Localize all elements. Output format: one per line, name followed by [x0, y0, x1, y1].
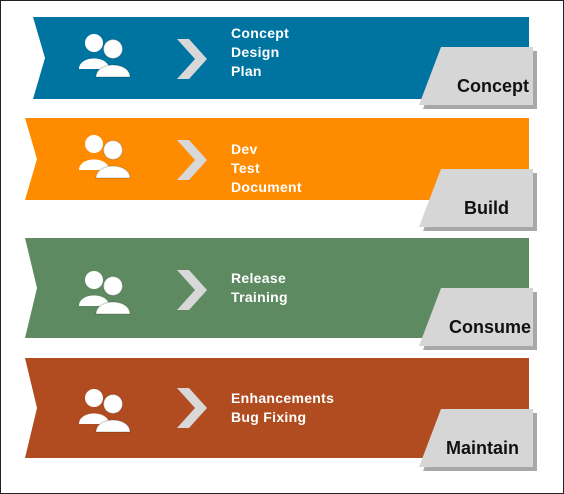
band-shape — [25, 118, 529, 200]
stage-item: Design — [231, 44, 280, 60]
stage-band-consume: Release Training — [25, 238, 529, 338]
stage-items: Release Training — [231, 269, 288, 307]
chevron-right-icon — [175, 386, 209, 430]
stage-band-concept: Concept Design Plan — [25, 17, 529, 99]
stage-tag-build: Build — [419, 169, 537, 231]
stage-item: Plan — [231, 63, 262, 79]
people-icon — [79, 132, 131, 182]
people-icon — [79, 386, 131, 436]
chevron-right-icon — [175, 37, 209, 81]
stage-tag-label: Consume — [448, 317, 531, 337]
stage-tag-label: Concept — [457, 76, 529, 96]
stage-items: Enhancements Bug Fixing — [231, 389, 334, 427]
stage-tag-maintain: Maintain — [419, 409, 537, 471]
stage-item: Test — [231, 160, 260, 176]
stage-band-build: Dev Test Document — [25, 118, 529, 200]
band-polygon — [33, 17, 529, 99]
stage-tag-label: Maintain — [445, 438, 519, 458]
band-shape — [25, 17, 529, 99]
stage-band-maintain: Enhancements Bug Fixing — [25, 358, 529, 458]
stage-item: Dev — [231, 141, 258, 157]
stage-tag-label: Build — [464, 198, 509, 218]
people-icon — [79, 31, 131, 81]
band-polygon — [25, 238, 529, 338]
people-icon — [79, 268, 131, 318]
band-polygon — [25, 118, 529, 200]
band-shape — [25, 358, 529, 458]
band-shape — [25, 238, 529, 338]
stage-item: Training — [231, 289, 288, 305]
band-polygon — [25, 358, 529, 458]
stage-tag-concept: Concept — [419, 47, 537, 109]
stage-item: Document — [231, 179, 302, 195]
stage-item: Enhancements — [231, 390, 335, 406]
stage-items: Dev Test Document — [231, 140, 302, 197]
stage-items: Concept Design Plan — [231, 24, 289, 81]
stage-item: Bug Fixing — [231, 409, 307, 425]
chevron-right-icon — [175, 138, 209, 182]
stage-item: Concept — [231, 25, 290, 41]
chevron-right-icon — [175, 268, 209, 312]
stage-item: Release — [231, 270, 287, 286]
stage-tag-consume: Consume — [419, 288, 537, 350]
